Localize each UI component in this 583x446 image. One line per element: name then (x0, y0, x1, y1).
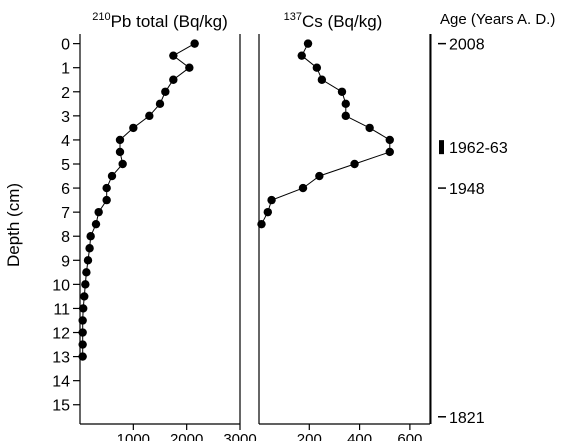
age-axis-title: Age (Years A. D.) (440, 11, 555, 28)
data-point (297, 51, 306, 60)
y-tick-label: 0 (61, 37, 70, 54)
age-marker-label: 1948 (449, 181, 485, 198)
x-tick-label: 2000 (170, 431, 203, 441)
y-tick-label: 11 (53, 301, 70, 318)
x-tick-label: 400 (347, 431, 372, 441)
data-point (190, 39, 199, 48)
pb-panel-title: 210Pb total (Bq/kg) (92, 11, 228, 31)
data-point (161, 87, 170, 96)
cs-title-superscript: 137 (284, 11, 302, 23)
x-tick-label: 200 (297, 431, 322, 441)
data-point (169, 51, 178, 60)
cs-panel: 200 400 600 (257, 34, 431, 446)
data-point (155, 99, 165, 109)
data-point (385, 135, 394, 145)
data-point (86, 232, 95, 241)
y-tick-label: 2 (61, 85, 70, 102)
x-tick-label: 600 (397, 431, 422, 441)
data-point (315, 171, 324, 181)
data-point (79, 304, 88, 313)
data-point (337, 87, 347, 96)
cs-panel-title: 137Cs (Bq/kg) (284, 11, 383, 31)
data-point (78, 328, 87, 337)
data-point (185, 63, 194, 72)
data-point (267, 195, 276, 205)
y-tick-label: 13 (52, 350, 70, 367)
data-point (78, 352, 87, 361)
data-point (115, 147, 125, 157)
y-tick-label: 1 (61, 61, 70, 78)
series-line (261, 43, 391, 225)
data-point (102, 183, 111, 193)
data-point (78, 316, 87, 325)
y-tick-label: 14 (52, 374, 70, 391)
data-point (115, 135, 125, 145)
data-point (80, 292, 89, 301)
y-tick-label: 6 (61, 181, 70, 198)
age-axis: 2008 1962-63 1948 1821 (430, 34, 508, 427)
data-point (78, 340, 87, 349)
y-tick-label: 10 (52, 277, 70, 294)
data-point (303, 39, 313, 48)
data-point (81, 280, 90, 289)
pb-title-superscript: 210 (92, 11, 110, 23)
data-point (263, 207, 273, 217)
data-point (257, 219, 266, 229)
data-point (82, 268, 91, 277)
data-point (385, 147, 394, 157)
y-tick-label: 7 (61, 205, 70, 222)
x-tick-label: 3000 (223, 431, 256, 441)
age-range-bar (439, 140, 444, 155)
data-point (91, 219, 101, 229)
pb-title-text: Pb total (Bq/kg) (111, 12, 228, 31)
series-line (82, 43, 195, 357)
data-point (341, 99, 350, 109)
y-tick-label: 5 (61, 157, 70, 174)
data-point (169, 75, 178, 84)
data-point (94, 207, 103, 217)
age-marker-label: 1962-63 (449, 140, 508, 157)
age-marker-label: 2008 (449, 37, 485, 54)
y-tick-label: 15 (52, 398, 70, 415)
data-point (365, 123, 374, 133)
data-point (107, 171, 117, 181)
y-axis-label: Depth (cm) (4, 183, 23, 267)
y-tick-label: 9 (61, 253, 70, 270)
y-tick-label: 4 (61, 133, 70, 150)
y-tick-label: 8 (61, 229, 70, 246)
data-point (350, 159, 359, 169)
data-point (145, 111, 154, 121)
data-point (83, 256, 93, 265)
y-tick-label: 12 (52, 326, 70, 343)
y-tick-label: 3 (61, 109, 70, 126)
data-point (317, 75, 327, 84)
cs-title-text: Cs (Bq/kg) (302, 12, 382, 31)
data-point (85, 244, 94, 253)
age-marker-label: 1821 (449, 410, 485, 427)
data-point (298, 183, 308, 193)
data-point (118, 159, 127, 169)
data-point (129, 123, 138, 133)
data-point (102, 195, 111, 205)
data-point (341, 111, 350, 121)
data-point (312, 63, 322, 72)
x-tick-label: 1000 (117, 431, 150, 441)
